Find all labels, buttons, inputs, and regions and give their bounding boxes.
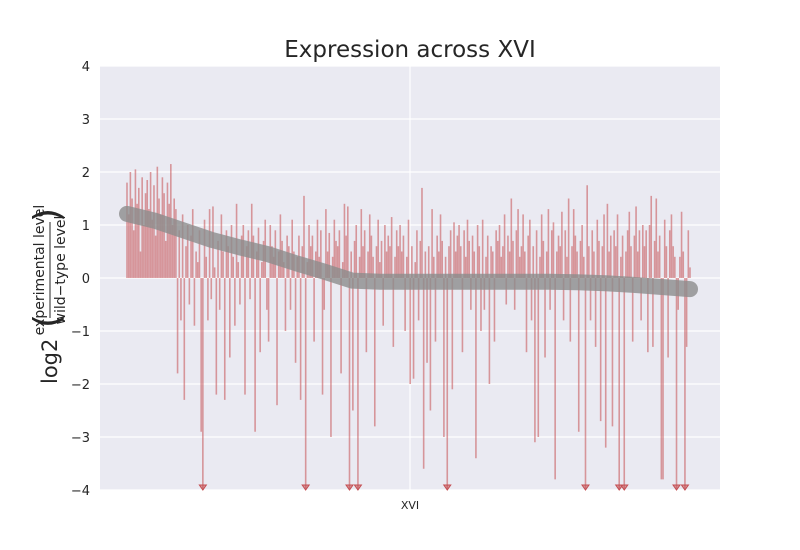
- y-tick-label: 0: [82, 272, 90, 287]
- clipped-marker: [301, 484, 311, 491]
- y-tick-label: 3: [82, 113, 90, 128]
- y-axis-label-denominator: wild−type level: [53, 216, 69, 325]
- y-axis-label-prefix: log2: [38, 339, 62, 384]
- y-tick-label: 1: [82, 219, 90, 234]
- clipped-marker: [619, 484, 629, 491]
- y-tick-label: −2: [71, 378, 90, 393]
- clipped-marker: [581, 484, 590, 491]
- x-tick-label: XVI: [401, 499, 419, 512]
- clipped-marker: [680, 484, 690, 491]
- y-axis-label-numerator: experimental level: [32, 205, 48, 336]
- clipped-marker: [353, 484, 363, 491]
- y-tick-label: −4: [71, 484, 90, 499]
- clipped-marker: [442, 484, 452, 491]
- y-tick-label: −3: [71, 431, 90, 446]
- clipped-marker: [198, 484, 208, 491]
- clipped-marker: [345, 484, 354, 491]
- clipped-marker: [614, 484, 624, 491]
- y-axis-label-paren-close: ): [27, 208, 68, 222]
- y-ticks: −4 −3 −2 −1 0 1 2 3 4: [71, 60, 90, 499]
- clipped-markers-group: [198, 484, 690, 491]
- clipped-marker: [672, 484, 681, 491]
- y-axis-label-paren-open: (: [27, 314, 68, 328]
- y-tick-label: 2: [82, 166, 90, 181]
- y-tick-label: 4: [82, 60, 90, 75]
- trend-line: [119, 205, 698, 298]
- y-tick-label: −1: [71, 325, 90, 340]
- x-ticks: XVI: [401, 499, 419, 512]
- y-axis-label: log2 ( experimental level wild−type leve…: [27, 205, 69, 384]
- chart-title: Expression across XVI: [284, 37, 535, 63]
